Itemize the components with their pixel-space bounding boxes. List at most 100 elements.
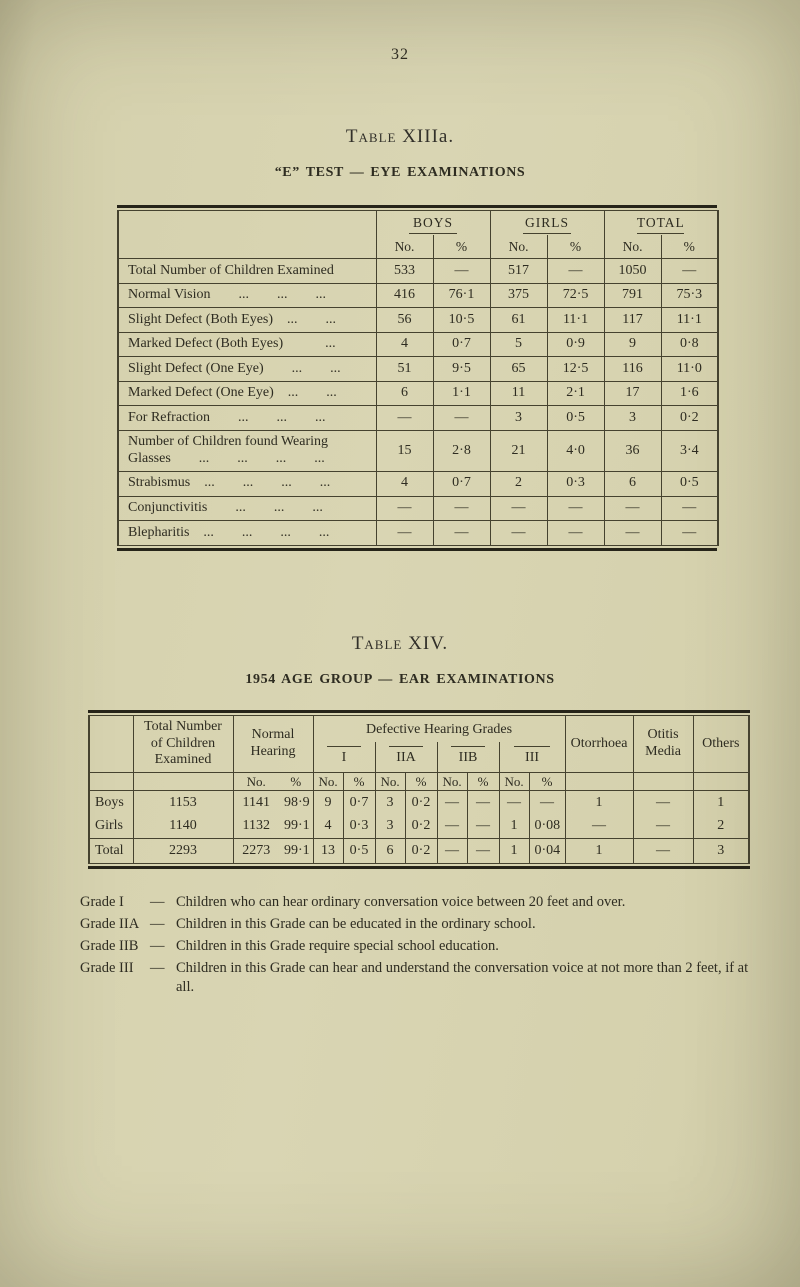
t13-cell: 10·5: [432, 307, 491, 333]
t13-cell: 0·7: [432, 470, 491, 497]
footnote-dash: —: [150, 916, 165, 933]
t13-cell: 12·5: [546, 356, 605, 382]
t13-subheader: No.: [489, 235, 548, 260]
t14-cell: 2273: [232, 838, 279, 864]
t13-cell: 5: [489, 331, 548, 358]
t13-cell: 0·5: [546, 405, 605, 431]
table-row: Girls 1140 1132 99·1 4 0·3 3 0·2 — — 1 0…: [88, 814, 750, 840]
t13-cell: —: [489, 520, 548, 546]
t14-cell: 0·08: [528, 814, 566, 840]
footnote-text: Children who can hear ordinary conversat…: [176, 893, 626, 910]
t14-row-label: Total: [88, 838, 134, 864]
grade-overline-rule: [389, 745, 423, 747]
t13-cell: 1·6: [660, 380, 719, 407]
t14-cell: —: [498, 790, 530, 815]
t14-main-header-row: Total Number of Children Examined Normal…: [88, 714, 750, 774]
t14-cell: 4: [312, 814, 344, 840]
t14-cell: —: [436, 814, 468, 840]
t14-cell: 1140: [132, 814, 234, 840]
t14-grade-2b: IIB: [436, 742, 500, 774]
t13-cell: 65: [489, 356, 548, 382]
t14-empty-subheader: [88, 772, 134, 792]
ear-exam-table: Total Number of Children Examined Normal…: [88, 714, 751, 864]
t13-row-label: Blepharitis ... ... ... ...: [117, 520, 377, 546]
t14-subheader-pct: %: [342, 772, 376, 792]
t14-cell: —: [632, 814, 694, 840]
t13-cell: 11: [489, 380, 548, 407]
t13-cell: 4: [375, 470, 434, 497]
t14-cell: 1: [564, 838, 634, 864]
t14-cell: 0·3: [342, 814, 376, 840]
t13-row-label: Marked Defect (One Eye) ... ...: [117, 380, 377, 407]
t14-subheader-pct: %: [404, 772, 438, 792]
table-row: For Refraction ... ... ... — — 3 0·5 3 0…: [117, 405, 719, 431]
t13-cell: 416: [375, 282, 434, 309]
t14-cell: 0·2: [404, 838, 438, 864]
t14-header-total-examined: Total Number of Children Examined: [132, 714, 234, 774]
t14-corner-cell: [88, 714, 134, 774]
t14-cell: 2: [692, 814, 750, 840]
t13-cell: 116: [603, 356, 662, 382]
group-underline-rule: [637, 233, 685, 235]
grade-overline-rule: [327, 745, 361, 747]
footnote-grade-3: Grade III — Children in this Grade can h…: [80, 959, 766, 997]
t14-empty-subheader: [632, 772, 694, 792]
t13-cell: 4·0: [546, 429, 605, 472]
page-number: 32: [391, 46, 409, 63]
t13-cell: 4: [375, 331, 434, 358]
table-row: Total 2293 2273 99·1 13 0·5 6 0·2 — — 1 …: [88, 838, 750, 864]
t14-cell: 6: [374, 838, 406, 864]
t13-cell: —: [432, 520, 491, 546]
t13-cell: 56: [375, 307, 434, 333]
table-13a-title-word: Table: [345, 126, 397, 147]
table-row: Normal Vision ... ... ... 416 76·1 375 7…: [117, 282, 719, 309]
table-row: Strabismus ... ... ... ... 4 0·7 2 0·3 6…: [117, 470, 719, 497]
t14-cell: 99·1: [279, 838, 314, 864]
t14-subheader-pct: %: [528, 772, 566, 792]
t13-cell: —: [660, 520, 719, 546]
t14-cell: 0·2: [404, 790, 438, 815]
t14-grade-3: III: [498, 742, 566, 774]
t13-cell: 0·3: [546, 470, 605, 497]
t13-cell: 9·5: [432, 356, 491, 382]
t13-group-boys-label: BOYS: [413, 214, 454, 230]
t14-grade-1: I: [312, 742, 376, 774]
table-row: Blepharitis ... ... ... ... — — — — — —: [117, 520, 719, 546]
t14-cell: 1: [564, 790, 634, 815]
t13-cell: 3·4: [660, 429, 719, 472]
footnote-grade-2b: Grade IIB — Children in this Grade requi…: [80, 937, 766, 956]
t13-cell: —: [546, 520, 605, 546]
table-row: Total Number of Children Examined 533 — …: [117, 258, 719, 284]
t14-subheader-row: No. % No. % No. % No. % No. %: [88, 772, 750, 792]
t14-subheader-pct: %: [466, 772, 500, 792]
t13-cell: 2: [489, 470, 548, 497]
t13-cell: —: [603, 495, 662, 522]
t13-subheader: %: [546, 235, 605, 260]
eye-exam-table: BOYS GIRLS TOTAL No. % No. % No. % Total…: [117, 209, 720, 546]
t14-subheader-pct: %: [279, 772, 314, 792]
table-14-subtitle: 1954 AGE GROUP — EAR EXAMINATIONS: [245, 671, 555, 687]
t13-cell: —: [489, 495, 548, 522]
footnote-text: Children in this Grade can be educated i…: [176, 916, 536, 933]
t13-row-label: Marked Defect (Both Eyes) ...: [117, 331, 377, 358]
t14-grade-header-row: I IIA IIB III: [89, 742, 749, 774]
t13-cell: 0·5: [660, 470, 719, 497]
t13-cell: 6: [603, 470, 662, 497]
t13-cell: 17: [603, 380, 662, 407]
footnote-text: Children in this Grade require special s…: [176, 938, 499, 955]
t13-subheader: %: [432, 235, 491, 260]
t13-cell: 517: [489, 258, 548, 284]
t13-corner-cell: [117, 209, 377, 260]
t14-cell: 3: [374, 814, 406, 840]
t13-cell: 72·5: [546, 282, 605, 309]
table-row: Marked Defect (One Eye) ... ... 6 1·1 11…: [117, 380, 719, 407]
t13-cell: 11·0: [660, 356, 719, 382]
table-14-title-number: XIV.: [408, 632, 449, 654]
t14-cell: 0·2: [404, 814, 438, 840]
footnote-term: Grade I: [80, 893, 124, 910]
t14-cell: —: [436, 790, 468, 815]
t14-cell: 3: [374, 790, 406, 815]
t13-cell: 51: [375, 356, 434, 382]
t13-cell: 0·2: [660, 405, 719, 431]
t14-row-label: Boys: [88, 790, 134, 815]
